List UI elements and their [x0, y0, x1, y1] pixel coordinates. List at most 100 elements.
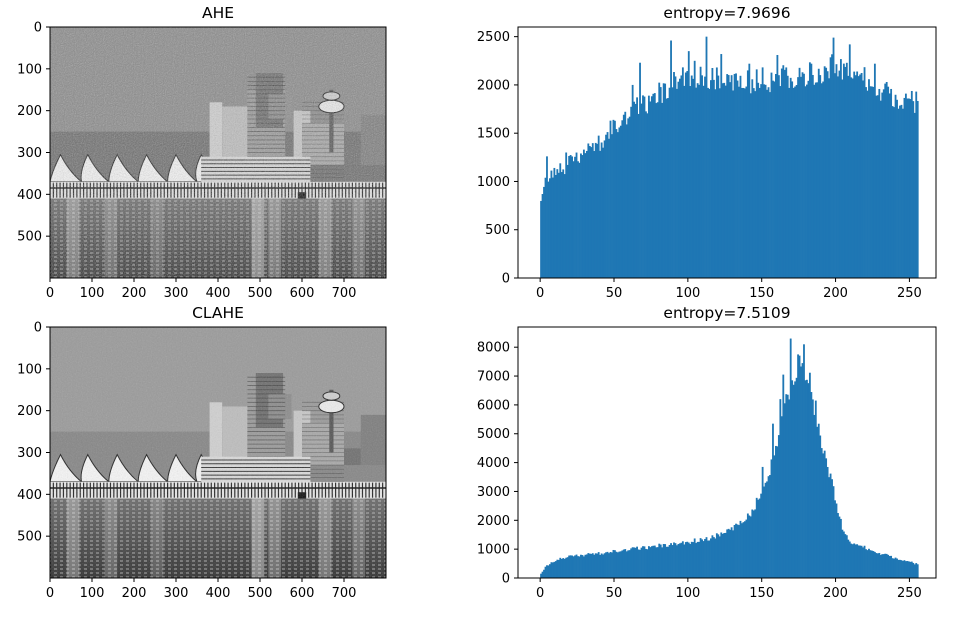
histogram-bar — [890, 555, 893, 578]
histogram-bar — [732, 530, 734, 578]
x-tick-label: 100 — [80, 586, 105, 601]
histogram-bar — [801, 363, 804, 578]
y-tick-label: 4000 — [477, 456, 510, 471]
histogram-bar — [913, 112, 916, 278]
y-tick-label: 0 — [34, 321, 42, 336]
histogram-bar — [751, 79, 754, 278]
histogram-bar — [723, 533, 726, 578]
histogram-bar — [817, 68, 820, 278]
histogram-bar — [687, 51, 690, 279]
histogram-bar — [879, 100, 882, 279]
histogram-bar — [550, 170, 553, 278]
histogram-bar — [896, 558, 898, 578]
histogram-bar — [876, 95, 879, 278]
histogram-bar — [717, 534, 720, 578]
histogram-bar — [879, 554, 882, 578]
histogram-bar — [594, 553, 597, 578]
histogram-bar — [764, 482, 767, 578]
histogram-bar — [557, 559, 560, 578]
histogram-bar — [792, 384, 795, 578]
histogram-bar — [899, 559, 901, 578]
histogram-bar — [683, 85, 686, 278]
histogram-bar — [798, 67, 801, 278]
histogram-bar — [625, 124, 628, 278]
histogram-bar — [860, 545, 863, 578]
histogram-bar — [597, 552, 600, 578]
histogram-bar — [903, 97, 906, 279]
histogram-bar — [634, 547, 637, 578]
y-tick-label: 0 — [502, 572, 510, 587]
histogram-bar — [757, 82, 760, 278]
histogram-bar — [640, 103, 643, 278]
histogram-bar — [837, 76, 839, 279]
histogram-bars — [540, 338, 919, 578]
histogram-bar — [625, 551, 628, 578]
histogram-bar — [711, 68, 714, 278]
histogram-bar — [910, 90, 913, 278]
histogram-bar — [791, 380, 794, 578]
histogram-bar — [742, 87, 745, 278]
histogram-bar — [668, 545, 671, 578]
histogram-bar — [783, 69, 786, 279]
histogram-bar — [900, 104, 903, 278]
histogram-bar — [838, 70, 841, 278]
histogram-bar — [749, 93, 752, 278]
histogram-bar — [743, 521, 746, 578]
histogram-bar — [897, 559, 900, 578]
x-tick-label: 0 — [536, 586, 544, 601]
histogram-bar — [687, 542, 690, 578]
histogram-bar — [686, 541, 689, 578]
histogram-bar — [566, 557, 569, 578]
y-tick-label: 3000 — [477, 485, 510, 500]
histogram-bar — [726, 529, 729, 578]
histogram-bar — [540, 573, 542, 578]
histogram-bar — [741, 87, 743, 278]
histogram-bar — [770, 459, 773, 578]
histogram-bar — [776, 54, 779, 278]
histogram-bar — [823, 66, 826, 278]
histogram-bar — [556, 559, 559, 578]
histogram-bar — [912, 101, 915, 278]
histogram-bar — [813, 84, 816, 279]
histogram-bar — [608, 553, 610, 578]
histogram-bar — [642, 95, 644, 278]
histogram-bar — [881, 554, 884, 578]
histogram-bar — [746, 70, 749, 278]
histogram-bar — [606, 132, 609, 278]
x-tick-label: 250 — [897, 586, 922, 601]
histogram-bar — [822, 81, 825, 278]
histogram-bar — [577, 161, 579, 278]
histogram-bar — [670, 543, 672, 578]
histogram-bar — [693, 538, 696, 578]
histogram-bar — [658, 543, 661, 578]
histogram-bar — [820, 448, 823, 578]
histogram-bar — [569, 155, 572, 278]
histogram-bar — [702, 85, 705, 278]
histogram-bar — [779, 86, 782, 278]
x-tick-label: 50 — [606, 586, 623, 601]
histogram-bar — [816, 426, 819, 578]
histogram-bar — [763, 486, 766, 578]
x-tick-label: 100 — [675, 286, 700, 301]
histogram-bar — [730, 527, 733, 578]
histogram-bar — [630, 548, 633, 578]
histogram-bar — [667, 546, 670, 578]
x-tick-label: 600 — [290, 586, 315, 601]
histogram-bar — [786, 394, 789, 578]
histogram-bar — [761, 466, 764, 578]
histogram-bar — [777, 75, 780, 278]
histogram-bar — [881, 92, 884, 278]
histogram-bar — [683, 544, 686, 578]
y-tick-label: 300 — [17, 146, 42, 161]
y-tick-label: 8000 — [477, 341, 510, 356]
histogram-bar — [795, 85, 798, 279]
histogram-bars — [540, 36, 919, 279]
histogram-bar — [878, 552, 881, 578]
histogram-bar — [894, 557, 897, 578]
histogram-bar — [748, 515, 751, 578]
histogram-bar — [653, 93, 656, 278]
histogram-bar — [554, 561, 557, 578]
x-tick-label: 700 — [332, 286, 357, 301]
histogram-bar — [916, 101, 919, 278]
